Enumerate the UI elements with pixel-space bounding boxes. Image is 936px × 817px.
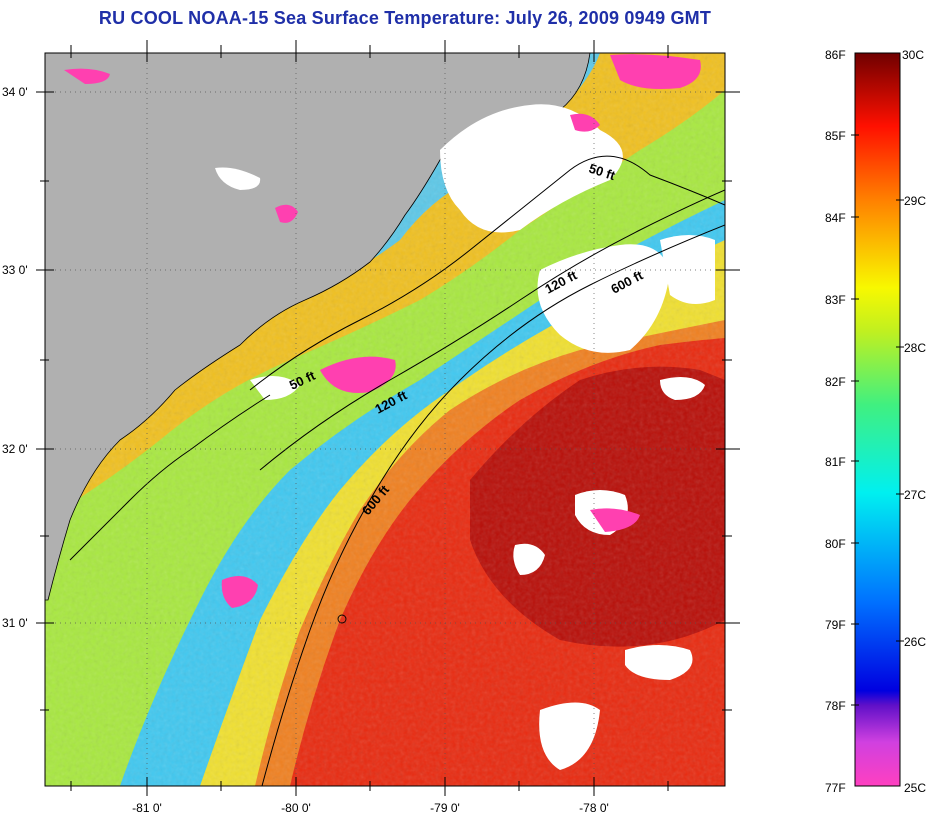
lat-label-34: 34 0' xyxy=(2,85,28,99)
cb-f-81: 81F xyxy=(825,455,846,469)
cb-f-77: 77F xyxy=(825,781,846,795)
cloud-patches xyxy=(215,104,715,770)
cb-f-85: 85F xyxy=(825,129,846,143)
lon-label-80: -80 0' xyxy=(281,801,311,815)
graticule xyxy=(45,53,725,786)
cb-f-82: 82F xyxy=(825,375,846,389)
cb-f-84: 84F xyxy=(825,211,846,225)
plot-area: 50 ft 50 ft 120 ft 120 ft 600 ft 600 ft xyxy=(45,53,725,786)
colorbar: 86F 85F 84F 83F 82F 81F 80F 79F 78F 77F … xyxy=(825,48,926,795)
plot-frame xyxy=(44,52,726,787)
cb-f-78: 78F xyxy=(825,699,846,713)
colorbar-ticks xyxy=(851,134,904,706)
cb-f-86: 86F xyxy=(825,48,846,62)
buoy-marker xyxy=(337,614,347,624)
cb-f-79: 79F xyxy=(825,618,846,632)
lon-label-78: -78 0' xyxy=(579,801,609,815)
coastline-detail xyxy=(69,394,271,561)
isobath-600ft xyxy=(261,224,725,786)
cb-c-26: 26C xyxy=(904,635,926,649)
axis-ticks xyxy=(36,40,740,796)
isobath-120ft xyxy=(259,189,725,471)
lon-label-81: -81 0' xyxy=(132,801,162,815)
isobaths xyxy=(69,155,725,786)
lon-label-79: -79 0' xyxy=(430,801,460,815)
cb-c-28: 28C xyxy=(904,341,926,355)
cb-c-27: 27C xyxy=(904,488,926,502)
lat-label-31: 31 0' xyxy=(2,616,28,630)
lat-label-33: 33 0' xyxy=(2,263,28,277)
cb-f-83: 83F xyxy=(825,293,846,307)
magenta-patches xyxy=(64,54,701,608)
map-title: RU COOL NOAA-15 Sea Surface Temperature:… xyxy=(98,8,712,28)
cb-c-29: 29C xyxy=(904,194,926,208)
cb-f-80: 80F xyxy=(825,537,846,551)
cb-c-25: 25C xyxy=(904,781,926,795)
cb-c-30: 30C xyxy=(902,48,924,62)
isobath-50ft xyxy=(249,155,725,391)
lat-label-32: 32 0' xyxy=(2,442,28,456)
colorbar-bar xyxy=(854,52,901,787)
